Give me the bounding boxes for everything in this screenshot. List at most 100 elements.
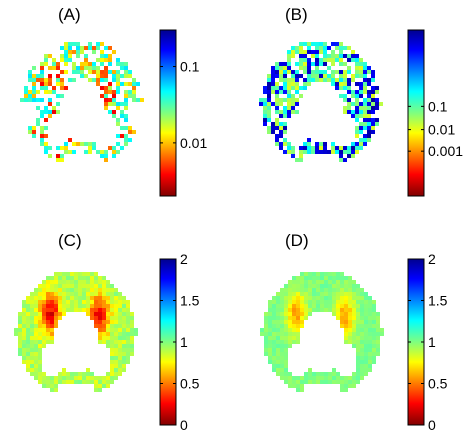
map-pixel — [90, 304, 94, 308]
map-pixel — [316, 288, 320, 292]
map-pixel — [336, 304, 340, 308]
map-pixel — [74, 304, 78, 308]
map-pixel — [283, 82, 287, 86]
map-pixel — [307, 46, 311, 50]
map-pixel — [272, 316, 276, 320]
map-pixel — [300, 276, 304, 280]
map-pixel — [80, 50, 84, 54]
map-pixel — [284, 328, 288, 332]
map-pixel — [272, 308, 276, 312]
map-pixel — [291, 50, 295, 54]
panel-a-label: (A) — [58, 5, 81, 24]
map-pixel — [292, 376, 296, 380]
map-pixel — [351, 58, 355, 62]
map-pixel — [279, 74, 283, 78]
map-pixel — [112, 98, 116, 102]
map-pixel — [372, 308, 376, 312]
map-pixel — [50, 300, 54, 304]
map-pixel — [300, 272, 304, 276]
map-pixel — [292, 288, 296, 292]
map-pixel — [118, 348, 122, 352]
map-pixel — [316, 280, 320, 284]
map-pixel — [315, 150, 319, 154]
map-pixel — [296, 324, 300, 328]
map-pixel — [315, 54, 319, 58]
map-pixel — [292, 320, 296, 324]
map-pixel — [287, 66, 291, 70]
map-pixel — [46, 384, 50, 388]
map-pixel — [336, 288, 340, 292]
map-pixel — [94, 384, 98, 388]
map-pixel — [319, 70, 323, 74]
map-pixel — [62, 280, 66, 284]
map-pixel — [94, 280, 98, 284]
map-pixel — [356, 296, 360, 300]
map-pixel — [38, 368, 42, 372]
map-pixel — [347, 102, 351, 106]
map-pixel — [288, 320, 292, 324]
map-pixel — [356, 344, 360, 348]
map-pixel — [299, 94, 303, 98]
map-pixel — [344, 300, 348, 304]
map-pixel — [347, 70, 351, 74]
map-pixel — [34, 332, 38, 336]
map-pixel — [44, 150, 48, 154]
map-pixel — [336, 380, 340, 384]
map-pixel — [34, 296, 38, 300]
map-pixel — [311, 78, 315, 82]
map-pixel — [364, 312, 368, 316]
map-pixel — [276, 328, 280, 332]
map-pixel — [348, 280, 352, 284]
map-pixel — [66, 292, 70, 296]
map-pixel — [295, 90, 299, 94]
map-pixel — [94, 296, 98, 300]
map-pixel — [58, 288, 62, 292]
map-pixel — [359, 66, 363, 70]
map-pixel — [348, 376, 352, 380]
map-pixel — [324, 284, 328, 288]
map-pixel — [132, 130, 136, 134]
map-pixel — [96, 42, 100, 46]
map-pixel — [267, 106, 271, 110]
map-pixel — [368, 316, 372, 320]
map-pixel — [292, 308, 296, 312]
map-pixel — [276, 332, 280, 336]
map-pixel — [284, 376, 288, 380]
map-pixel — [50, 288, 54, 292]
map-pixel — [344, 276, 348, 280]
map-pixel — [40, 138, 44, 142]
map-pixel — [34, 288, 38, 292]
map-pixel — [36, 118, 40, 122]
map-pixel — [327, 74, 331, 78]
map-pixel — [38, 328, 42, 332]
map-pixel — [112, 150, 116, 154]
map-pixel — [18, 316, 22, 320]
map-pixel — [283, 98, 287, 102]
map-pixel — [110, 332, 114, 336]
map-pixel — [44, 82, 48, 86]
map-pixel — [114, 300, 118, 304]
map-pixel — [372, 360, 376, 364]
map-pixel — [376, 312, 380, 316]
map-pixel — [272, 332, 276, 336]
map-pixel — [271, 66, 275, 70]
map-pixel — [112, 114, 116, 118]
map-pixel — [327, 150, 331, 154]
map-pixel — [94, 276, 98, 280]
map-pixel — [26, 316, 30, 320]
panel-b-colorbar-gradient — [408, 30, 424, 196]
map-pixel — [116, 70, 120, 74]
map-pixel — [56, 78, 60, 82]
map-pixel — [328, 288, 332, 292]
map-pixel — [72, 42, 76, 46]
map-pixel — [299, 66, 303, 70]
map-pixel — [304, 284, 308, 288]
map-pixel — [359, 102, 363, 106]
map-pixel — [324, 296, 328, 300]
map-pixel — [351, 54, 355, 58]
map-pixel — [106, 340, 110, 344]
map-pixel — [292, 324, 296, 328]
map-pixel — [296, 308, 300, 312]
map-pixel — [94, 312, 98, 316]
map-pixel — [112, 90, 116, 94]
